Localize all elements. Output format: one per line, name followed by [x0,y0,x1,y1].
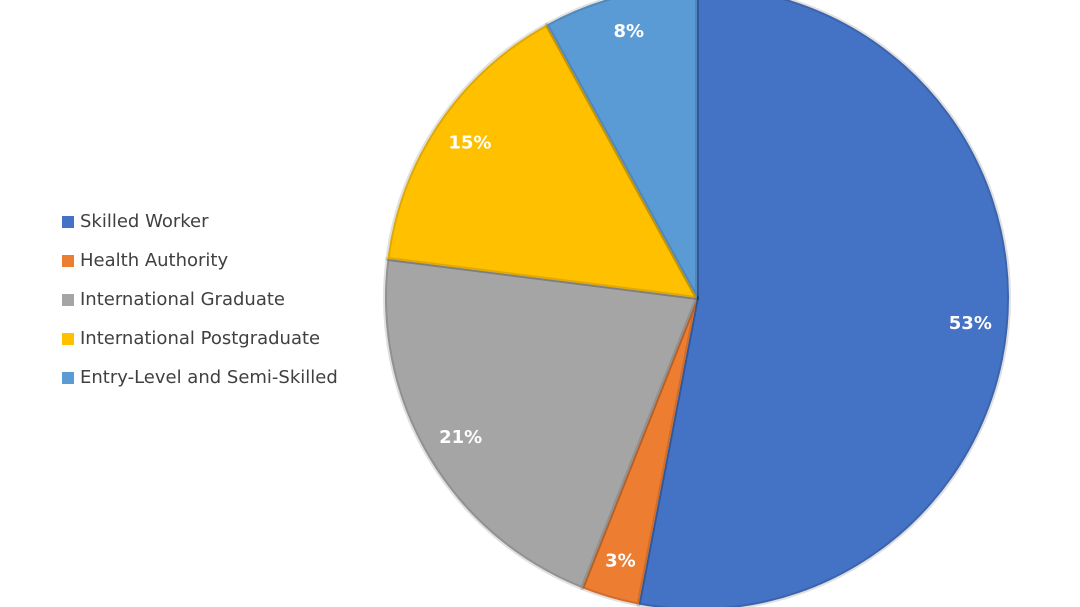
legend-swatch [62,372,74,384]
pie-slice [636,0,1011,607]
legend-text: Entry-Level and Semi-Skilled [80,367,338,388]
pie-slice [383,256,699,591]
data-label: 8% [613,21,644,42]
legend-swatch [62,294,74,306]
pie-slice [385,22,699,300]
legend-swatch [62,255,74,267]
legend-swatch [62,333,74,345]
legend-text: Health Authority [80,250,228,271]
data-label: 3% [605,551,636,572]
data-label: 21% [439,427,482,448]
pie-slice [544,0,699,300]
legend-text: Skilled Worker [80,211,209,232]
data-label: 15% [448,133,491,154]
legend-swatch [62,216,74,228]
data-label: 53% [949,313,992,334]
legend-text: International Graduate [80,289,285,310]
legend-text: International Postgraduate [80,328,320,349]
pie-slice [580,296,699,607]
